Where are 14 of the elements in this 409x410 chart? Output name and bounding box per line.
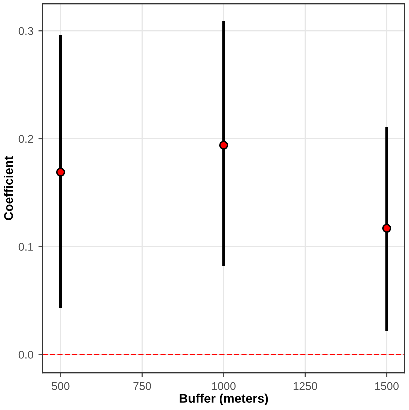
x-axis-title: Buffer (meters) (180, 394, 268, 406)
point (382, 224, 392, 234)
x-tick-label: 750 (134, 382, 152, 390)
y-tick-label: 0.0 (18, 351, 34, 359)
y-axis-title: Coefficient (4, 156, 14, 220)
point (219, 140, 228, 150)
y-tick-label: 0.2 (18, 135, 34, 144)
x-tick-label: 500 (52, 382, 70, 390)
point (56, 168, 66, 177)
x-tick-label: 1000 (212, 382, 236, 390)
x-tick-label: 1500 (375, 382, 399, 390)
y-tick-label: 0.3 (18, 27, 34, 36)
y-tick-label: 0.1 (18, 243, 34, 251)
x-tick-label: 1250 (294, 382, 318, 390)
